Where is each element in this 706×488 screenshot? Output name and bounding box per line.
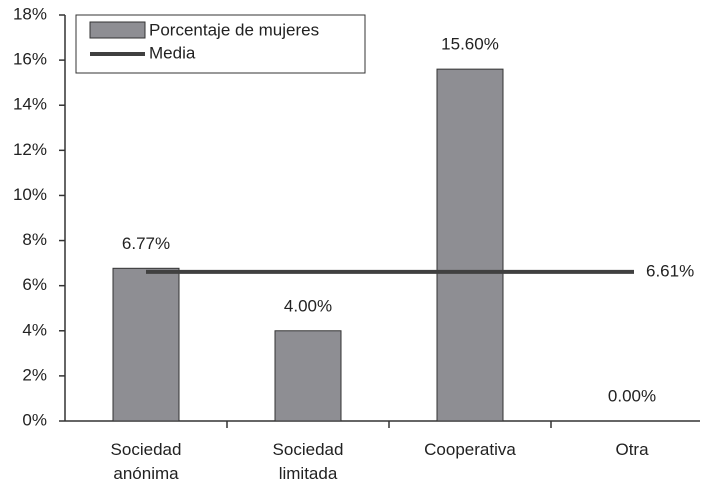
y-tick-label: 18% bbox=[13, 4, 47, 23]
y-tick-label: 10% bbox=[13, 185, 47, 204]
x-tick-label: Cooperativa bbox=[424, 440, 516, 459]
y-tick-label: 0% bbox=[22, 410, 47, 429]
data-label: 6.77% bbox=[122, 234, 170, 253]
x-tick-label: Sociedad anónima bbox=[110, 440, 182, 483]
legend-label: Media bbox=[149, 43, 196, 62]
mean-label: 6.61% bbox=[646, 261, 694, 280]
y-tick-label: 4% bbox=[22, 320, 47, 339]
legend-label: Porcentaje de mujeres bbox=[149, 20, 319, 39]
data-label: 0.00% bbox=[608, 386, 656, 405]
y-tick-label: 8% bbox=[22, 230, 47, 249]
bar bbox=[112, 267, 180, 422]
data-label: 4.00% bbox=[284, 296, 332, 315]
y-tick-label: 12% bbox=[13, 140, 47, 159]
y-tick-label: 14% bbox=[13, 95, 47, 114]
y-tick-label: 16% bbox=[13, 50, 47, 69]
bar bbox=[436, 68, 504, 422]
bar bbox=[274, 330, 342, 422]
legend-swatch bbox=[89, 21, 146, 39]
y-tick-label: 6% bbox=[22, 275, 47, 294]
x-tick-label: Sociedad limitada bbox=[272, 440, 344, 483]
data-label: 15.60% bbox=[441, 35, 499, 54]
y-tick-label: 2% bbox=[22, 365, 47, 384]
x-tick-label: Otra bbox=[615, 440, 649, 459]
